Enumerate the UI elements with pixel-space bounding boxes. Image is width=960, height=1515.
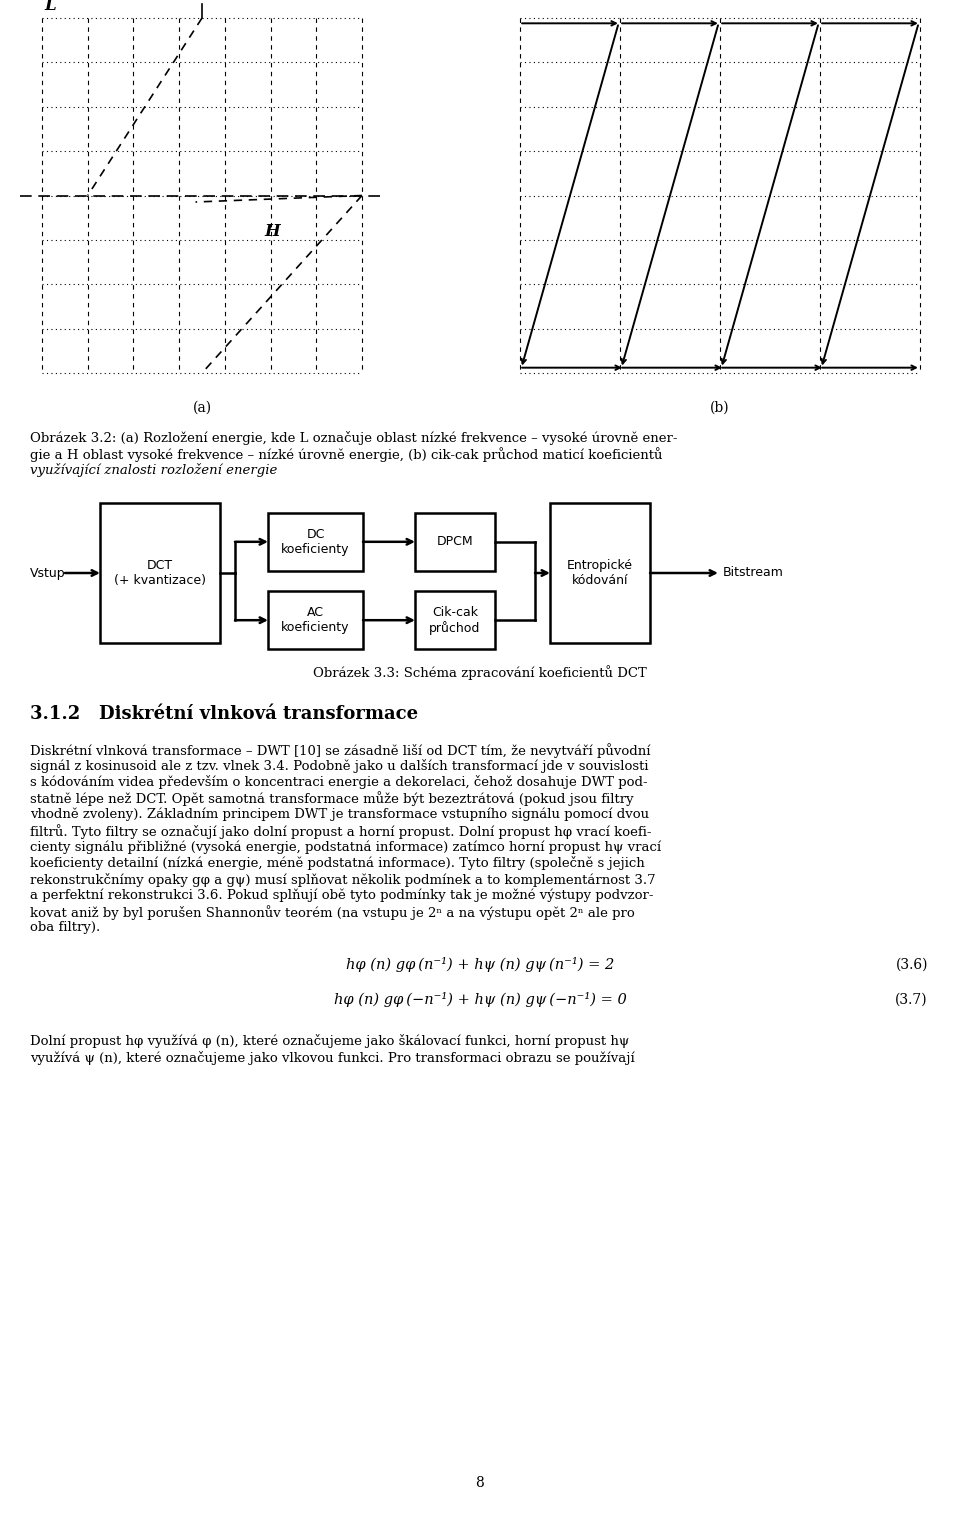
Text: Obrázek 3.3: Schéma zpracování koeficientů DCT: Obrázek 3.3: Schéma zpracování koeficien… xyxy=(313,665,647,680)
Text: hφ (n) gφ (−n⁻¹) + hψ (n) gψ (−n⁻¹) = 0: hφ (n) gφ (−n⁻¹) + hψ (n) gψ (−n⁻¹) = 0 xyxy=(334,992,626,1007)
Text: oba filtry).: oba filtry). xyxy=(30,921,100,935)
Text: AC
koeficienty: AC koeficienty xyxy=(281,606,349,635)
Text: kovat aniž by byl porušen Shannonův teorém (na vstupu je 2ⁿ a na výstupu opět 2ⁿ: kovat aniž by byl porušen Shannonův teor… xyxy=(30,904,635,920)
Bar xyxy=(268,512,363,571)
Text: H: H xyxy=(265,223,280,239)
Text: DC
koeficienty: DC koeficienty xyxy=(281,527,349,556)
Text: statně lépe než DCT. Opět samotná transformace může být bezeztrátová (pokud jsou: statně lépe než DCT. Opět samotná transf… xyxy=(30,792,634,806)
Text: 3.1.2   Diskrétní vlnková transformace: 3.1.2 Diskrétní vlnková transformace xyxy=(30,704,419,723)
Text: DPCM: DPCM xyxy=(437,535,473,548)
Text: Obrázek 3.2: (a) Rozložení energie, kde L označuje oblast nízké frekvence – vyso: Obrázek 3.2: (a) Rozložení energie, kde … xyxy=(30,430,678,445)
Text: Cik-cak
průchod: Cik-cak průchod xyxy=(429,606,481,635)
Text: vhodně zvoleny). Základním principem DWT je transformace vstupního signálu pomoc: vhodně zvoleny). Základním principem DWT… xyxy=(30,807,649,821)
Text: cienty signálu přibližné (vysoká energie, podstatná informace) zatímco horní pro: cienty signálu přibližné (vysoká energie… xyxy=(30,841,661,853)
Text: a perfektní rekonstrukci 3.6. Pokud splňují obě tyto podmínky tak je možné výstu: a perfektní rekonstrukci 3.6. Pokud splň… xyxy=(30,889,654,903)
Text: (a): (a) xyxy=(192,401,211,415)
Bar xyxy=(415,591,495,650)
Text: Diskrétní vlnková transformace – DWT [10] se zásadně liší od DCT tím, že nevytvá: Diskrétní vlnková transformace – DWT [10… xyxy=(30,742,651,758)
Text: DCT
(+ kvantizace): DCT (+ kvantizace) xyxy=(114,559,206,586)
Text: Vstup: Vstup xyxy=(30,567,65,580)
Text: koeficienty detailní (nízká energie, méně podstatná informace). Tyto filtry (spo: koeficienty detailní (nízká energie, mén… xyxy=(30,856,645,871)
Text: signál z kosinusoid ale z tzv. vlnek 3.4. Podobně jako u dalších transformací jd: signál z kosinusoid ale z tzv. vlnek 3.4… xyxy=(30,759,649,773)
Bar xyxy=(415,512,495,571)
Text: (3.7): (3.7) xyxy=(896,992,928,1006)
Text: 8: 8 xyxy=(475,1476,485,1489)
Text: Bitstream: Bitstream xyxy=(723,567,784,580)
Bar xyxy=(268,591,363,650)
Text: rekonstrukčnímy opaky gφ a gψ) musí splňovat několik podmínek a to komplementárn: rekonstrukčnímy opaky gφ a gψ) musí splň… xyxy=(30,873,656,886)
Text: Entropické
kódování: Entropické kódování xyxy=(567,559,633,586)
Text: gie a H oblast vysoké frekvence – nízké úrovně energie, (b) cik-cak průchod mati: gie a H oblast vysoké frekvence – nízké … xyxy=(30,447,662,462)
Text: hφ (n) gφ (n⁻¹) + hψ (n) gψ (n⁻¹) = 2: hφ (n) gφ (n⁻¹) + hψ (n) gψ (n⁻¹) = 2 xyxy=(346,957,614,973)
Text: Dolní propust hφ využívá φ (n), které označujeme jako škálovací funkci, horní pr: Dolní propust hφ využívá φ (n), které oz… xyxy=(30,1035,629,1048)
Text: s kódováním videa především o koncentraci energie a dekorelaci, čehož dosahuje D: s kódováním videa především o koncentrac… xyxy=(30,776,648,789)
Text: využívající znalosti rozložení energie: využívající znalosti rozložení energie xyxy=(30,464,277,477)
Bar xyxy=(100,503,220,642)
Text: L: L xyxy=(44,0,56,14)
Text: (b): (b) xyxy=(710,401,730,415)
Text: (3.6): (3.6) xyxy=(896,957,928,971)
Bar xyxy=(550,503,650,642)
Text: filtrů. Tyto filtry se označují jako dolní propust a horní propust. Dolní propus: filtrů. Tyto filtry se označují jako dol… xyxy=(30,824,652,839)
Text: využívá ψ (n), které označujeme jako vlkovou funkci. Pro transformaci obrazu se : využívá ψ (n), které označujeme jako vlk… xyxy=(30,1050,635,1065)
